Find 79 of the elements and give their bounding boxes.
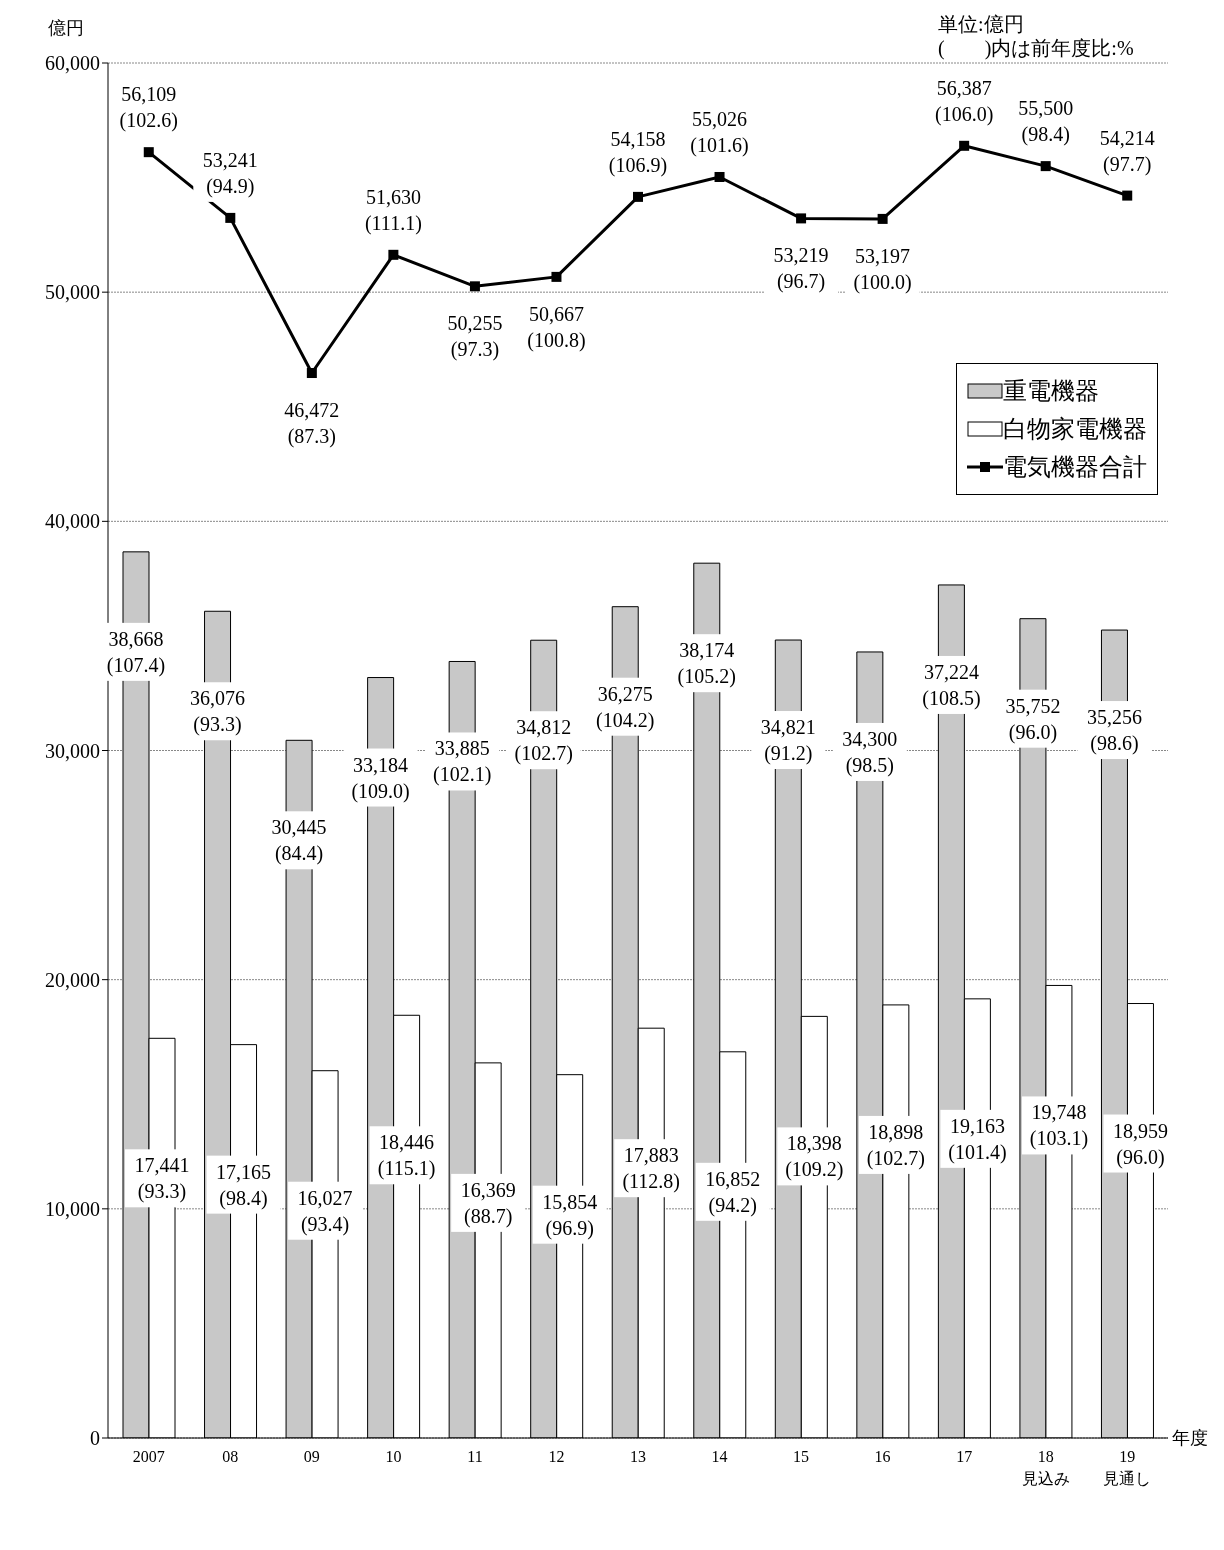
point — [306, 368, 317, 379]
text: 単位:億円 — [938, 12, 1025, 36]
y-tick-label: 0 — [90, 1427, 100, 1450]
data-label: 34,300 (98.5) — [842, 727, 898, 777]
point — [143, 147, 154, 158]
data-label: 34,821 (91.2) — [760, 716, 816, 766]
data-label: 16,852 (94.2) — [705, 1167, 761, 1217]
data-label: 56,387 (106.0) — [934, 76, 994, 126]
data-label: 33,184 (109.0) — [351, 753, 410, 803]
data-label: 53,197 (100.0) — [853, 244, 912, 294]
data-label: 53,219 (96.7) — [773, 244, 829, 294]
x-tick-label: 17 — [956, 1448, 973, 1465]
x-tick-label: 18 見込み — [1021, 1448, 1070, 1487]
data-label: 55,026 (101.6) — [690, 107, 749, 157]
data-label: 35,752 (96.0) — [1005, 694, 1061, 744]
data-label: 17,165 (98.4) — [216, 1160, 272, 1210]
point — [1122, 190, 1133, 201]
data-label: 51,630 (111.1) — [364, 185, 422, 235]
data-label: 36,275 (104.2) — [596, 682, 655, 732]
point — [469, 281, 480, 292]
data-label: 33,885 (102.1) — [432, 737, 492, 787]
data-label: 16,027 (93.4) — [297, 1186, 353, 1236]
point — [633, 191, 643, 202]
data-label: 17,883 (112.8) — [622, 1144, 681, 1194]
x-axis-title: 年度 — [1172, 1427, 1208, 1450]
data-label: 38,668 (107.4) — [106, 627, 166, 677]
y-tick-label: 30,000 — [45, 739, 100, 762]
data-label: 55,500 (98.4) — [1018, 97, 1074, 147]
y-tick-label: 20,000 — [45, 968, 100, 991]
y-tick-label: 60,000 — [45, 52, 100, 75]
data-label: 17,441 (93.3) — [134, 1154, 190, 1204]
point — [551, 271, 562, 282]
data-label: 34,812 (102.7) — [514, 716, 573, 766]
text: ( )内は前年度比:% — [938, 36, 1134, 60]
y-axis-title: 億円 — [48, 17, 84, 40]
x-tick-label: 09 — [303, 1448, 320, 1465]
point — [1040, 161, 1051, 172]
point — [877, 213, 888, 224]
data-label: 18,446 (115.1) — [377, 1131, 436, 1181]
point — [225, 212, 236, 223]
data-label: 53,241 (94.9) — [202, 148, 258, 198]
y-tick-label: 40,000 — [45, 510, 100, 533]
data-label: 30,445 (84.4) — [271, 816, 327, 866]
x-tick-label: 11 — [467, 1448, 483, 1465]
x-tick-label: 10 — [385, 1448, 402, 1465]
data-label: 46,472 (87.3) — [284, 399, 340, 449]
point — [714, 171, 725, 182]
x-tick-label: 19 見通し — [1103, 1448, 1152, 1487]
legend-label: 白物家電機器 — [1003, 415, 1147, 444]
x-tick-label: 12 — [548, 1448, 565, 1465]
data-label: 54,214 (97.7) — [1099, 126, 1155, 176]
x-tick-label: 15 — [793, 1448, 810, 1465]
data-label: 37,224 (108.5) — [922, 660, 981, 710]
data-label: 38,174 (105.2) — [677, 639, 736, 689]
point — [388, 249, 399, 260]
x-tick-label: 13 — [630, 1448, 646, 1465]
x-tick-label: 16 — [874, 1448, 891, 1465]
data-label: 18,898 (102.7) — [866, 1120, 926, 1170]
data-label: 54,158 (106.9) — [608, 127, 668, 177]
data-label: 56,109 (102.6) — [119, 83, 178, 133]
legend-label: 重電機器 — [1003, 377, 1099, 406]
data-label: 18,959 (96.0) — [1112, 1119, 1168, 1169]
data-label: 16,369 (88.7) — [460, 1178, 516, 1228]
data-label: 15,854 (96.9) — [542, 1190, 598, 1240]
x-tick-label: 08 — [222, 1448, 239, 1465]
legend-label: 電気機器合計 — [1003, 453, 1147, 482]
data-label: 50,667 (100.8) — [527, 302, 586, 352]
data-label: 35,256 (98.6) — [1086, 706, 1142, 756]
data-label: 18,398 (109.2) — [785, 1132, 844, 1182]
data-label: 19,748 (103.1) — [1029, 1101, 1089, 1151]
point — [959, 140, 970, 151]
x-tick-label: 2007 — [132, 1448, 165, 1465]
data-label: 50,255 (97.3) — [447, 312, 503, 362]
y-tick-label: 10,000 — [45, 1197, 100, 1220]
point — [796, 213, 807, 224]
x-tick-label: 14 — [711, 1448, 728, 1465]
y-tick-label: 50,000 — [45, 281, 100, 304]
data-label: 36,076 (93.3) — [190, 687, 246, 737]
data-label: 19,163 (101.4) — [948, 1114, 1007, 1164]
